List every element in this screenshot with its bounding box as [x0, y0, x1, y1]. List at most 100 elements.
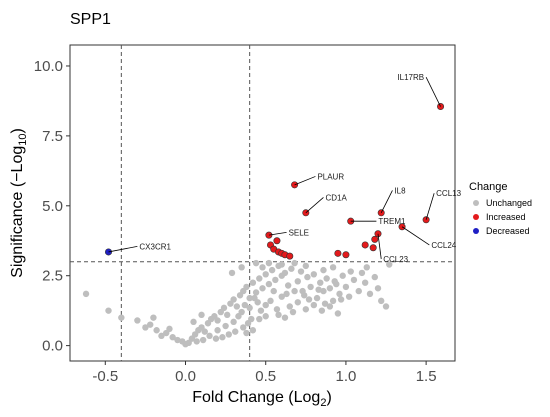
- point-unchanged: [212, 335, 220, 342]
- x-tick-label: 0.0: [175, 368, 196, 385]
- annotation-leader-cd1a: [305, 197, 324, 214]
- x-tick-label: 1.5: [416, 368, 437, 385]
- legend-key-unchanged: [473, 200, 479, 206]
- point-unchanged: [262, 313, 269, 320]
- point-unchanged: [334, 310, 342, 317]
- point-unchanged: [246, 304, 253, 312]
- point-unchanged: [233, 303, 241, 310]
- point-unchanged: [238, 264, 245, 271]
- point-unchanged: [378, 297, 385, 305]
- point-unchanged: [339, 272, 346, 279]
- point-unchanged: [317, 279, 324, 286]
- point-unchanged: [228, 269, 236, 277]
- point-unchanged: [289, 308, 297, 316]
- x-tick-label: -0.5: [92, 368, 118, 385]
- point-unchanged: [329, 264, 337, 271]
- point-unchanged: [342, 283, 350, 291]
- point-unchanged: [320, 266, 327, 274]
- point-unchanged: [386, 261, 393, 268]
- point-unchanged: [291, 287, 298, 295]
- point-increased: [291, 181, 299, 189]
- legend-entries: Unchanged Increased Decreased: [473, 198, 532, 236]
- x-tick-label: 0.5: [255, 368, 276, 385]
- point-unchanged: [256, 275, 263, 282]
- y-tick-label: 5.0: [42, 198, 63, 215]
- point-unchanged: [310, 301, 318, 309]
- point-unchanged: [206, 332, 213, 340]
- point-unchanged: [278, 261, 285, 268]
- point-unchanged: [294, 299, 301, 306]
- point-unchanged: [241, 301, 249, 309]
- point-unchanged: [361, 279, 369, 286]
- point-increased: [334, 249, 342, 257]
- point-unchanged: [272, 276, 279, 284]
- point-unchanged: [331, 278, 338, 285]
- gene-annotations: IL17RB PLAUR CD1A IL8 CCL13 TREM1 SELE CCL24 CCL…: [108, 73, 462, 264]
- point-unchanged: [320, 287, 327, 295]
- point-unchanged: [283, 290, 290, 298]
- point-unchanged: [363, 264, 370, 271]
- x-axis-ticks: -0.5 0.0 0.5 1.0 1.5: [92, 361, 437, 385]
- point-unchanged: [235, 313, 242, 320]
- point-unchanged: [270, 287, 277, 295]
- point-unchanged: [214, 317, 221, 324]
- x-axis-title: Fold Change (Log2): [192, 389, 332, 409]
- point-unchanged: [281, 314, 289, 321]
- annotation-label-ccl23: CCL23: [383, 255, 408, 264]
- point-unchanged: [190, 318, 197, 326]
- point-unchanged: [193, 338, 200, 345]
- point-unchanged: [275, 311, 282, 319]
- point-unchanged: [291, 259, 298, 267]
- point-unchanged: [252, 289, 260, 296]
- point-unchanged: [174, 336, 181, 344]
- point-unchanged: [286, 303, 293, 310]
- y-tick-label: 2.5: [42, 268, 63, 285]
- annotation-leader-ccl23: [377, 233, 382, 259]
- point-unchanged: [249, 327, 257, 334]
- annotation-label-trem1: TREM1: [378, 217, 406, 226]
- point-unchanged: [299, 287, 306, 295]
- point-unchanged: [304, 273, 311, 281]
- point-increased: [286, 252, 294, 260]
- threshold-lines: [70, 45, 455, 361]
- point-unchanged: [134, 317, 141, 324]
- point-unchanged: [284, 282, 292, 289]
- y-axis-ticks: 0.0 2.5 5.0 7.5 10.0: [34, 58, 70, 355]
- annotation-leader-ccl24: [401, 226, 430, 246]
- point-increased: [369, 244, 377, 252]
- legend: Change Unchanged Increased Decreased: [469, 181, 532, 236]
- point-unchanged: [166, 325, 173, 333]
- point-unchanged: [337, 296, 345, 303]
- point-unchanged: [347, 268, 354, 275]
- point-unchanged: [262, 271, 269, 278]
- point-increased: [342, 251, 350, 259]
- point-unchanged: [318, 307, 326, 314]
- y-axis-title: Significance (−Log10): [9, 128, 29, 278]
- point-unchanged: [307, 283, 314, 291]
- point-unchanged: [268, 266, 276, 274]
- point-increased: [371, 235, 379, 243]
- annotation-label-sele: SELE: [289, 228, 309, 237]
- point-unchanged: [310, 271, 318, 278]
- point-unchanged: [259, 264, 266, 271]
- point-unchanged: [315, 286, 322, 293]
- point-unchanged: [305, 296, 313, 303]
- point-unchanged: [252, 259, 260, 267]
- legend-key-increased: [473, 214, 479, 220]
- legend-label-increased: Increased: [486, 212, 526, 222]
- annotation-label-ccl13: CCL13: [436, 189, 461, 198]
- y-tick-label: 10.0: [34, 58, 63, 75]
- legend-key-decreased: [473, 228, 479, 234]
- annotation-leader-ccl13: [425, 193, 435, 220]
- point-unchanged: [232, 328, 239, 335]
- point-unchanged: [201, 328, 208, 335]
- annotation-label-plaur: PLAUR: [317, 172, 344, 181]
- point-unchanged: [118, 314, 125, 321]
- x-tick-label: 1.0: [335, 368, 356, 385]
- point-unchanged: [262, 301, 269, 309]
- annotation-leader-sele: [268, 231, 287, 236]
- point-unchanged: [220, 304, 228, 312]
- annotation-label-cx3cr1: CX3CR1: [139, 242, 171, 251]
- point-unchanged: [382, 303, 390, 310]
- point-unchanged: [265, 259, 273, 267]
